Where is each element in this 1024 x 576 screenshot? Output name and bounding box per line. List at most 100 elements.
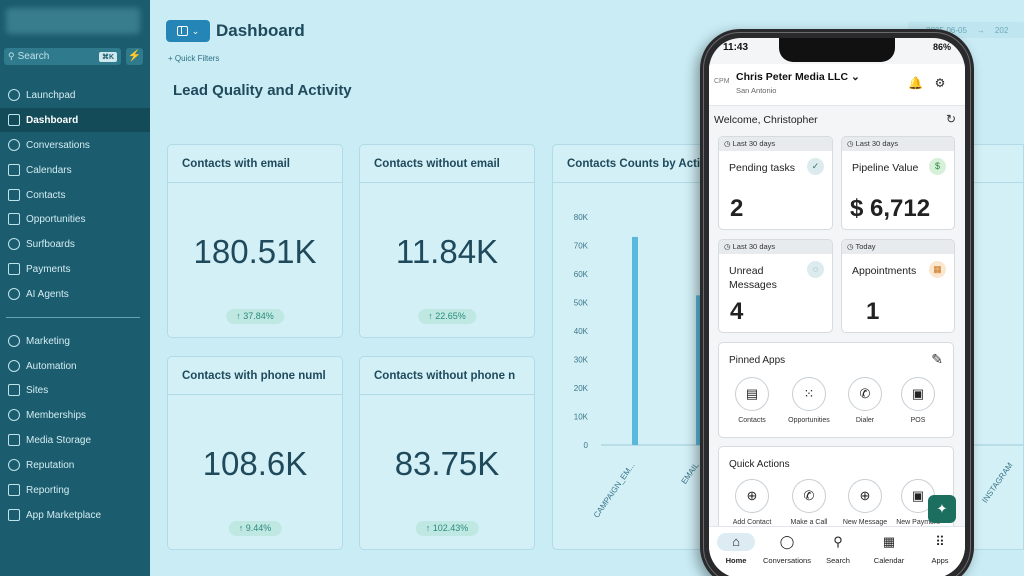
- x-tick-label: EMAIL: [679, 461, 700, 486]
- tab-label: Home: [725, 556, 747, 565]
- chat-icon: [8, 139, 20, 151]
- pinned-app-contacts[interactable]: ▤ Contacts: [723, 377, 781, 424]
- sidebar-item-label: Launchpad: [26, 89, 76, 101]
- sites-icon: [8, 384, 20, 396]
- edit-icon[interactable]: ✎: [931, 351, 943, 367]
- pinned-apps-panel: Pinned Apps ✎ ▤ Contacts ⁙ Opportunities…: [718, 342, 954, 438]
- sidebar-item-reporting[interactable]: Reporting: [0, 478, 150, 502]
- period-label: ◷ Today: [842, 240, 954, 254]
- tab-apps[interactable]: ⠿ Apps: [915, 533, 965, 565]
- action-label: New Message: [842, 519, 888, 526]
- sidebar-item-dashboard[interactable]: Dashboard: [0, 108, 150, 132]
- bar[interactable]: [696, 295, 702, 445]
- tab-calendar[interactable]: ▦ Calendar: [864, 533, 914, 565]
- bell-icon[interactable]: 🔔: [908, 76, 923, 90]
- y-tick-label: 20K: [574, 384, 589, 393]
- refresh-icon[interactable]: ↻: [945, 112, 956, 126]
- gear-icon[interactable]: ⚙: [934, 76, 946, 90]
- search-placeholder: Search: [17, 51, 50, 62]
- metric-value: 2: [730, 195, 744, 222]
- metric-value: 4: [730, 298, 744, 325]
- ai-sparkle-button[interactable]: ✦: [928, 495, 956, 523]
- y-tick-label: 50K: [574, 299, 589, 308]
- sidebar-item-memberships[interactable]: Memberships: [0, 403, 150, 427]
- company-switcher[interactable]: Chris Peter Media LLC ⌄: [736, 71, 860, 83]
- sidebar-item-marketing[interactable]: Marketing: [0, 329, 150, 353]
- opportunities-icon: ⁙: [792, 377, 826, 411]
- sidebar-item-app-marketplace[interactable]: App Marketplace: [0, 503, 150, 527]
- metric-label: Pipeline Value: [852, 162, 919, 174]
- pinned-apps-title: Pinned Apps: [729, 355, 786, 366]
- quick-action-add-contact[interactable]: ⊕ Add Contact: [723, 479, 781, 526]
- tab-search[interactable]: ⚲ Search: [813, 533, 863, 565]
- sidebar-divider: [6, 317, 140, 318]
- contacts-icon: [8, 189, 20, 201]
- app-header: CPM Chris Peter Media LLC ⌄ San Antonio …: [709, 64, 965, 106]
- sidebar-item-label: Marketing: [26, 335, 70, 347]
- quick-action-make-call[interactable]: ✆ Make a Call: [780, 479, 838, 526]
- quick-actions-panel: Quick Actions ⊕ Add Contact ✆ Make a Cal…: [718, 446, 954, 536]
- sidebar-item-reputation[interactable]: Reputation: [0, 453, 150, 477]
- action-label: New Payment: [896, 519, 940, 526]
- sidebar-item-automation[interactable]: Automation: [0, 354, 150, 378]
- sidebar-item-ai-agents[interactable]: AI Agents: [0, 282, 150, 306]
- action-label: Make a Call: [790, 519, 828, 526]
- tab-label: Conversations: [763, 556, 811, 565]
- sidebar-item-sites[interactable]: Sites: [0, 378, 150, 402]
- sidebar-item-calendars[interactable]: Calendars: [0, 158, 150, 182]
- search-shortcut: ⌘K: [98, 51, 117, 62]
- sidebar-item-surfboards[interactable]: Surfboards: [0, 232, 150, 256]
- sidebar-item-label: Automation: [26, 360, 77, 372]
- date-end: 202: [994, 25, 1009, 35]
- tab-home[interactable]: ⌂ Home: [711, 533, 761, 565]
- y-tick-label: 80K: [574, 213, 589, 222]
- metric-card-contacts-with-phone: Contacts with phone numl 108.6K ↑ 9.44%: [167, 356, 343, 550]
- search-input[interactable]: ⚲ Search ⌘K: [4, 48, 121, 65]
- quick-action-new-message[interactable]: ⊕ New Message: [836, 479, 894, 526]
- metric-label: Appointments: [852, 265, 917, 277]
- sidebar-item-payments[interactable]: Payments: [0, 257, 150, 281]
- new-message-icon: ⊕: [848, 479, 882, 513]
- metric-value: $ 6,712: [850, 195, 931, 222]
- section-title: Lead Quality and Activity: [173, 82, 352, 99]
- tab-label: Apps: [931, 556, 949, 565]
- phone-notch: [779, 38, 895, 62]
- sidebar-item-contacts[interactable]: Contacts: [0, 183, 150, 207]
- pinned-app-dialer[interactable]: ✆ Dialer: [836, 377, 894, 424]
- chevron-down-icon: ⌄: [850, 71, 860, 83]
- sidebar-item-launchpad[interactable]: Launchpad: [0, 83, 150, 107]
- card-title: Contacts with email: [168, 145, 342, 183]
- quick-filters-button[interactable]: + Quick Filters: [168, 54, 220, 63]
- card-value: 11.84K: [395, 233, 499, 270]
- bar-chart: 0 10K 20K 30K 40K 50K 60K 70K 80K CAMPAIGN_EM... E…: [574, 213, 1023, 520]
- metric-pipeline-value[interactable]: ◷ Last 30 days Pipeline Value $ $ 6,712: [841, 136, 955, 230]
- metric-card-contacts-with-email: Contacts with email 180.51K ↑ 37.84%: [167, 144, 343, 338]
- bar[interactable]: [632, 236, 638, 445]
- dashboard-switcher-button[interactable]: ⌄: [166, 20, 210, 42]
- pinned-app-pos[interactable]: ▣ POS: [889, 377, 947, 424]
- sidebar-item-label: AI Agents: [26, 288, 69, 300]
- sidebar-item-label: Opportunities: [26, 213, 86, 225]
- period-label: ◷ Last 30 days: [719, 137, 832, 151]
- launchpad-icon: [8, 89, 20, 101]
- metric-unread-messages[interactable]: ◷ Last 30 days Unread Messages ◌ 4: [718, 239, 833, 333]
- metric-label: Unread Messages: [729, 265, 777, 291]
- sidebar-item-conversations[interactable]: Conversations: [0, 133, 150, 157]
- search-icon: ⚲: [8, 51, 15, 61]
- sidebar-item-opportunities[interactable]: Opportunities: [0, 207, 150, 231]
- sidebar-item-label: Surfboards: [26, 238, 75, 250]
- metric-card-contacts-without-phone: Contacts without phone n 83.75K ↑ 102.43…: [359, 356, 535, 550]
- bolt-icon[interactable]: ⚡: [126, 48, 143, 65]
- sidebar-item-label: Conversations: [26, 139, 90, 151]
- metric-pending-tasks[interactable]: ◷ Last 30 days Pending tasks ✓ 2: [718, 136, 833, 230]
- pinned-app-opportunities[interactable]: ⁙ Opportunities: [780, 377, 838, 424]
- calendar-icon: ▦: [882, 534, 896, 549]
- sidebar-item-label: Payments: [26, 263, 71, 275]
- period-label: ◷ Last 30 days: [842, 137, 954, 151]
- y-tick-label: 40K: [574, 327, 589, 336]
- company-name: Chris Peter Media LLC: [736, 71, 849, 83]
- tab-conversations[interactable]: ◯ Conversations: [762, 533, 812, 565]
- metric-appointments[interactable]: ◷ Today Appointments ▦ 1: [841, 239, 955, 333]
- sidebar-item-media-storage[interactable]: Media Storage: [0, 428, 150, 452]
- action-label: Add Contact: [732, 519, 772, 526]
